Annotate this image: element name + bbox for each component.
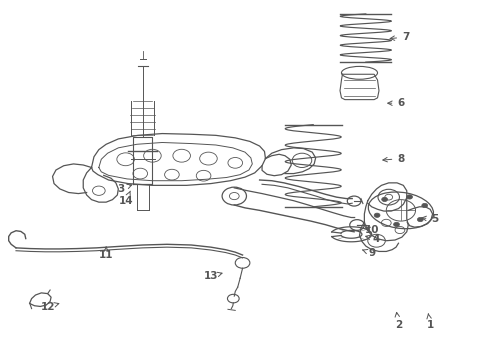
Circle shape: [374, 213, 380, 217]
Text: 7: 7: [390, 32, 410, 42]
Text: 14: 14: [118, 191, 133, 206]
Circle shape: [393, 222, 399, 226]
Text: 4: 4: [366, 234, 380, 244]
Text: 13: 13: [204, 271, 222, 282]
Text: 10: 10: [365, 225, 379, 235]
Circle shape: [382, 197, 388, 202]
Text: 3: 3: [117, 184, 132, 194]
Circle shape: [422, 203, 428, 208]
Text: 11: 11: [99, 247, 113, 260]
Text: 6: 6: [388, 98, 405, 108]
Text: 12: 12: [40, 302, 59, 312]
Text: 5: 5: [422, 214, 439, 224]
Circle shape: [417, 217, 423, 222]
Text: 8: 8: [383, 154, 405, 163]
Text: 1: 1: [426, 314, 434, 330]
Circle shape: [407, 195, 413, 199]
Text: 2: 2: [395, 312, 402, 330]
Text: 9: 9: [363, 248, 375, 258]
